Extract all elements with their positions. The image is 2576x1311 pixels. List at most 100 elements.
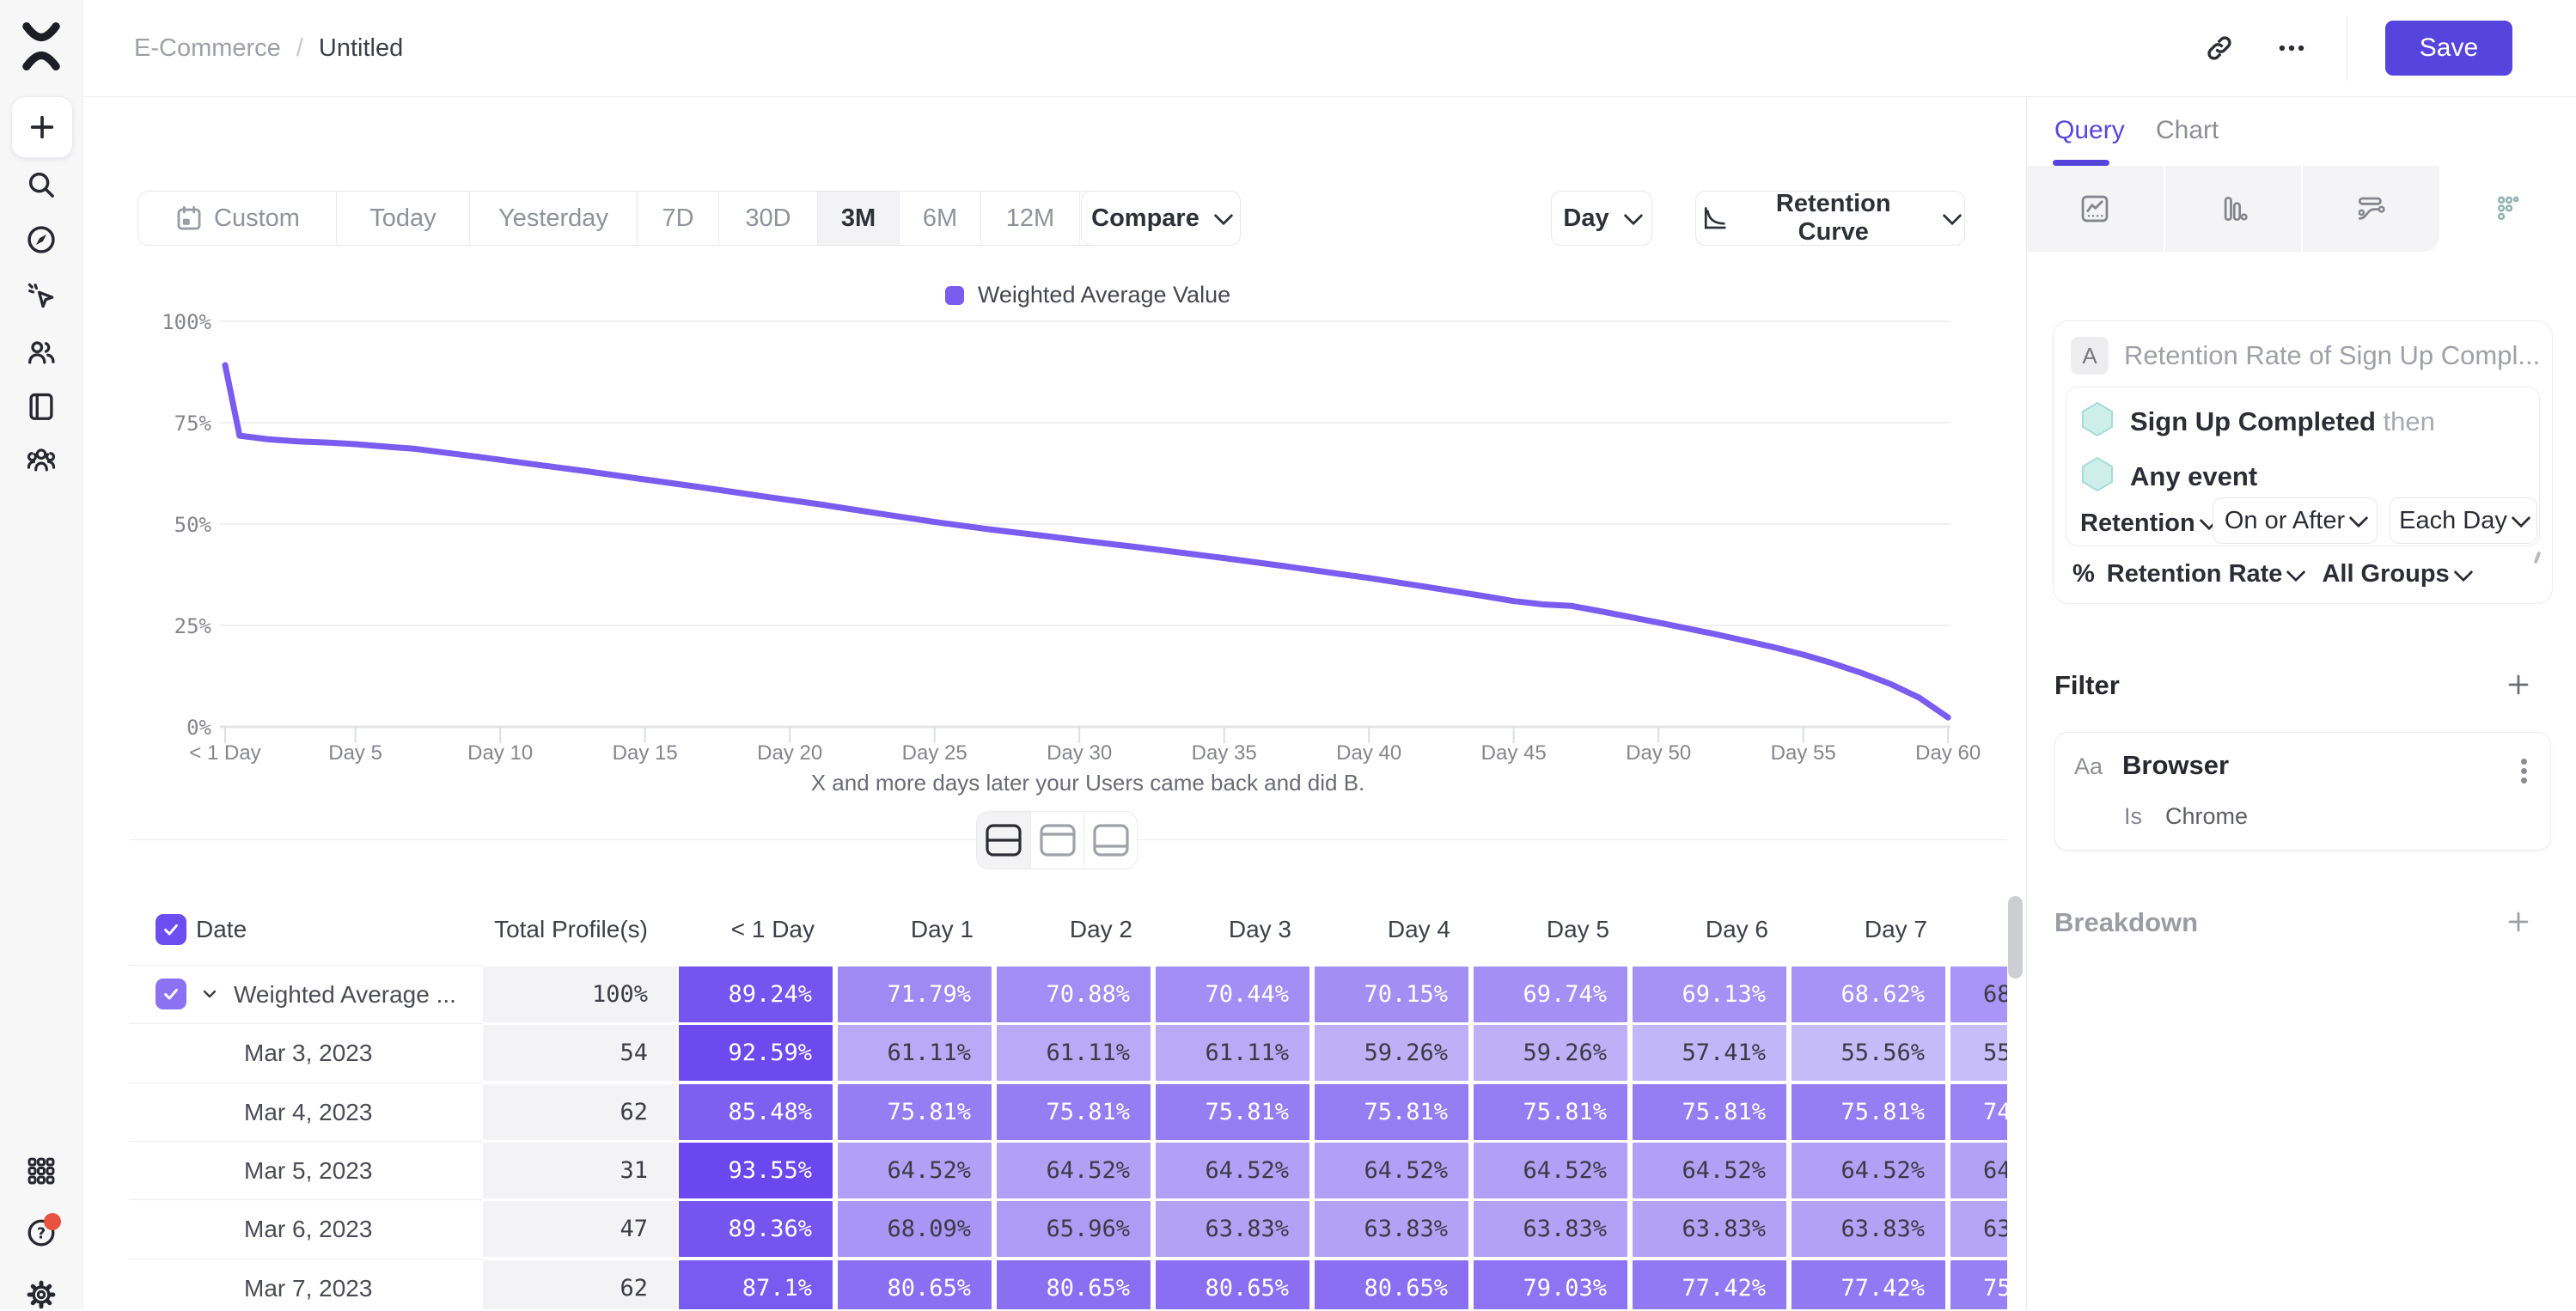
toggle-table-view[interactable] bbox=[1084, 812, 1137, 869]
query-title[interactable]: Retention Rate of Sign Up Compl... bbox=[2124, 337, 2540, 375]
query-step-2[interactable]: Any event bbox=[2130, 461, 2257, 492]
field-type-label: Aa bbox=[2074, 753, 2103, 780]
svg-text:75%: 75% bbox=[174, 412, 212, 436]
retention-cell: 68.62% bbox=[1792, 966, 1945, 1022]
more-options-button[interactable] bbox=[2274, 31, 2309, 65]
query-step-1[interactable]: Sign Up Completed then bbox=[2130, 406, 2435, 437]
step-2-event: Any event bbox=[2130, 461, 2257, 491]
plus-icon bbox=[2506, 672, 2531, 698]
chart-type-dropdown[interactable]: Retention Curve bbox=[1695, 191, 1965, 246]
groups-dropdown[interactable]: All Groups bbox=[2322, 560, 2469, 588]
compare-button[interactable]: Compare bbox=[1081, 191, 1241, 246]
toggle-split-view[interactable] bbox=[977, 812, 1030, 869]
profiles-nav-button[interactable] bbox=[25, 336, 58, 369]
vertical-scrollbar-thumb[interactable] bbox=[2008, 896, 2023, 979]
retention-cell: 59.26% bbox=[1315, 1025, 1468, 1081]
search-nav-button[interactable] bbox=[25, 168, 58, 201]
range-label: 6M bbox=[923, 204, 957, 233]
tile-flow-chart[interactable] bbox=[2301, 166, 2439, 252]
groups-label: All Groups bbox=[2322, 560, 2449, 588]
breadcrumb-current[interactable]: Untitled bbox=[319, 34, 403, 63]
range-12m[interactable]: 12M bbox=[980, 192, 1079, 245]
retention-cell: 93.55% bbox=[679, 1143, 833, 1198]
reports-nav-button[interactable] bbox=[25, 390, 58, 423]
tile-line-chart[interactable] bbox=[2027, 166, 2164, 252]
range-custom[interactable]: Custom bbox=[138, 192, 336, 245]
filter-menu-button[interactable] bbox=[2521, 755, 2528, 790]
range-today[interactable]: Today bbox=[336, 192, 469, 245]
window-dropdown[interactable]: On or After bbox=[2213, 497, 2378, 544]
total-profiles-cell: 62 bbox=[483, 1084, 677, 1140]
add-breakdown-button[interactable] bbox=[2506, 909, 2531, 935]
breakdown-heading: Breakdown bbox=[2054, 907, 2198, 938]
share-link-button[interactable] bbox=[2202, 31, 2237, 65]
svg-text:0%: 0% bbox=[186, 716, 211, 740]
events-nav-button[interactable] bbox=[25, 280, 58, 313]
range-label: 7D bbox=[662, 204, 693, 233]
add-filter-button[interactable] bbox=[2506, 672, 2531, 698]
tile-retention-dots[interactable] bbox=[2439, 166, 2576, 252]
tile-bar-chart[interactable] bbox=[2164, 166, 2302, 252]
retention-cell: 92.59% bbox=[679, 1025, 833, 1081]
column-header-total: Total Profile(s) bbox=[426, 906, 648, 954]
bar-chart-icon bbox=[2217, 192, 2249, 225]
retention-cell: 80.65% bbox=[1315, 1260, 1468, 1310]
chart-type-label: Retention Curve bbox=[1739, 190, 1929, 247]
filter-item-card[interactable]: Aa Browser Is Chrome bbox=[2054, 732, 2551, 851]
range-30d[interactable]: 30D bbox=[718, 192, 817, 245]
granularity-dropdown[interactable]: Day bbox=[1551, 191, 1652, 246]
chart-type-tiles bbox=[2027, 166, 2576, 252]
filter-value[interactable]: Chrome bbox=[2165, 803, 2248, 830]
svg-text:Day 5: Day 5 bbox=[328, 741, 382, 765]
row-checkbox[interactable] bbox=[156, 979, 186, 1009]
new-report-button[interactable] bbox=[11, 96, 73, 158]
tab-query[interactable]: Query bbox=[2054, 96, 2125, 165]
svg-text:Day 35: Day 35 bbox=[1192, 741, 1257, 765]
date-range-group: CustomTodayYesterday7D30D3M6M12MXTD bbox=[137, 191, 1205, 246]
range-yesterday[interactable]: Yesterday bbox=[469, 192, 637, 245]
save-button[interactable]: Save bbox=[2385, 21, 2512, 76]
breadcrumb-parent[interactable]: E-Commerce bbox=[134, 34, 281, 63]
retention-cell: 80.65% bbox=[838, 1260, 992, 1310]
expand-row-button[interactable] bbox=[201, 985, 218, 1003]
user-group-icon bbox=[25, 443, 58, 476]
help-button[interactable]: ? bbox=[25, 1216, 58, 1249]
retention-cell: 64.52% bbox=[997, 1143, 1151, 1198]
row-separator bbox=[129, 1023, 483, 1024]
cohorts-nav-button[interactable] bbox=[25, 443, 58, 476]
apps-grid-button[interactable] bbox=[25, 1155, 58, 1187]
notification-dot bbox=[44, 1213, 61, 1230]
retention-cell: 63.83% bbox=[1633, 1201, 1786, 1257]
view-toggle-group bbox=[976, 811, 1138, 869]
chevron-down-icon bbox=[1623, 206, 1643, 226]
retention-mode-dropdown[interactable]: Retention bbox=[2080, 506, 2216, 540]
settings-button[interactable] bbox=[25, 1278, 58, 1311]
row-label: Weighted Average ... bbox=[234, 966, 456, 1022]
range-7d[interactable]: 7D bbox=[637, 192, 718, 245]
retention-cell: 75.81% bbox=[997, 1084, 1151, 1140]
row-separator bbox=[129, 1199, 483, 1200]
retention-cell: 70.15% bbox=[1315, 966, 1468, 1022]
grid-icon bbox=[25, 1155, 58, 1187]
range-label: 12M bbox=[1006, 204, 1054, 233]
retention-cell: 69.74% bbox=[1474, 966, 1627, 1022]
chevron-down-icon bbox=[2512, 509, 2531, 528]
retention-cell: 80.65% bbox=[1156, 1260, 1309, 1310]
explore-nav-button[interactable] bbox=[25, 223, 58, 256]
link-icon bbox=[2203, 32, 2236, 64]
measure-dropdown[interactable]: Retention Rate bbox=[2107, 560, 2304, 588]
chart-legend: Weighted Average Value bbox=[151, 282, 2024, 308]
range-3m[interactable]: 3M bbox=[817, 192, 899, 245]
select-all-checkbox[interactable] bbox=[156, 914, 186, 945]
query-definition-card: A Retention Rate of Sign Up Compl... Sig… bbox=[2053, 320, 2553, 604]
range-6m[interactable]: 6M bbox=[899, 192, 980, 245]
tab-chart[interactable]: Chart bbox=[2156, 96, 2219, 165]
retention-cell: 75.81% bbox=[1156, 1084, 1309, 1140]
search-icon bbox=[25, 168, 58, 201]
svg-text:Day 15: Day 15 bbox=[613, 741, 678, 765]
retention-cell: 63.83% bbox=[1474, 1201, 1627, 1257]
interval-dropdown[interactable]: Each Day bbox=[2390, 497, 2537, 544]
column-header-day: Day 5 bbox=[1474, 906, 1609, 954]
toggle-chart-view[interactable] bbox=[1030, 812, 1084, 869]
breadcrumb-separator: / bbox=[296, 34, 303, 63]
